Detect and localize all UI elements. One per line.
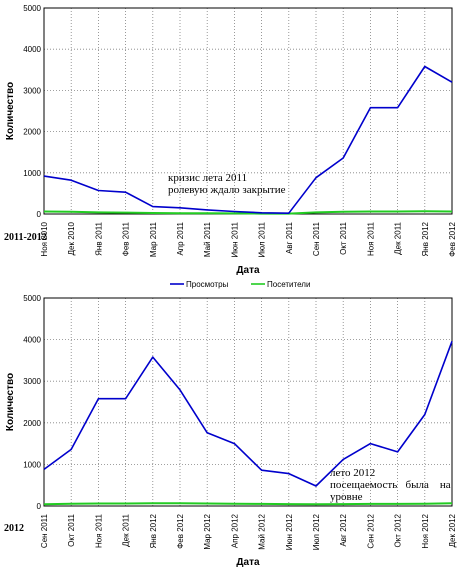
legend-label: Просмотры <box>186 280 229 289</box>
y-tick-label: 1000 <box>23 169 41 178</box>
y-tick-label: 1000 <box>23 460 41 469</box>
x-tick-label: Июл 2012 <box>312 513 321 550</box>
annotation-text: ролевую ждало закрытие <box>168 184 286 196</box>
x-tick-label: Дек 2011 <box>122 513 131 546</box>
x-tick-label: Ноя 2011 <box>94 513 103 548</box>
x-tick-label: Янв 2012 <box>421 221 430 256</box>
x-tick-label: Фев 2012 <box>176 513 185 548</box>
chart-2012: 0 1000 2000 3000 4000 5000 Сен 2011 Окт 2011 Ноя… <box>4 294 457 567</box>
x-tick-label: Дек 2011 <box>394 221 403 254</box>
x-tick-label: Фев 2011 <box>122 221 131 256</box>
x-tick-label: Окт 2012 <box>394 513 403 547</box>
x-tick-label: Ноя 2010 <box>40 221 49 256</box>
x-tick-label: Апр 2012 <box>230 513 239 548</box>
x-tick-label: Май 2012 <box>258 513 267 549</box>
annotation-text: кризис лета 2011 <box>168 172 247 184</box>
y-tick-label: 5000 <box>23 294 41 303</box>
x-tick-label: Ноя 2011 <box>366 221 375 256</box>
x-tick-label: Апр 2011 <box>176 221 185 255</box>
x-tick-label: Авг 2011 <box>285 221 294 253</box>
x-tick-label: Июн 2011 <box>230 221 239 257</box>
x-tick-label: Июл 2011 <box>258 221 267 257</box>
y-tick-label: 0 <box>37 502 42 511</box>
plot-area-frame <box>43 297 453 507</box>
chart-2011-2012: 0 1000 2000 3000 4000 5000 Ноя 2010 Дек 2010 Янв… <box>4 4 457 276</box>
x-tick-label: Мар 2011 <box>149 221 158 257</box>
x-tick-label: Июн 2012 <box>285 513 294 550</box>
x-tick-label: Сен 2011 <box>312 221 321 256</box>
x-tick-label: Дек 2012 <box>448 513 457 547</box>
series-line-visitors <box>43 502 453 506</box>
y-axis-title: Количество <box>5 82 16 140</box>
x-tick-label: Сен 2011 <box>40 513 49 548</box>
x-tick-label: Окт 2011 <box>339 221 348 254</box>
annotation-text: уровне <box>330 491 363 503</box>
annotation-text: посещаемость была на <box>330 479 451 491</box>
x-tick-label: Май 2011 <box>203 221 212 257</box>
y-tick-label: 0 <box>37 210 42 219</box>
period-label: 2011-2012 <box>4 232 47 243</box>
series-line-views <box>43 65 453 214</box>
x-tick-label: Дек 2010 <box>67 221 76 255</box>
series-line-visitors <box>43 210 453 215</box>
y-tick-label: 2000 <box>23 419 41 428</box>
x-tick-label: Окт 2011 <box>67 513 76 546</box>
x-tick-label: Янв 2011 <box>94 221 103 255</box>
x-axis-title: Дата <box>236 557 260 567</box>
x-tick-label: Мар 2012 <box>203 513 212 549</box>
x-axis-title: Дата <box>236 265 260 276</box>
x-tick-label: Янв 2012 <box>149 513 158 548</box>
x-tick-label: Ноя 2012 <box>421 513 430 548</box>
legend-label: Посетители <box>267 280 310 289</box>
y-tick-label: 5000 <box>23 4 41 13</box>
period-label: 2012 <box>4 523 24 534</box>
y-axis-title: Количество <box>5 373 16 431</box>
y-tick-label: 2000 <box>23 128 41 137</box>
series-line-views <box>43 341 453 487</box>
chart-legend: Просмотры Посетители <box>170 280 310 289</box>
annotation-text: лето 2012 <box>330 467 375 479</box>
x-tick-label: Сен 2012 <box>366 513 375 548</box>
y-tick-label: 3000 <box>23 377 41 386</box>
y-tick-label: 3000 <box>23 86 41 95</box>
y-tick-label: 4000 <box>23 45 41 54</box>
y-tick-label: 4000 <box>23 336 41 345</box>
x-tick-label: Фев 2012 <box>448 221 457 256</box>
x-tick-label: Авг 2012 <box>339 513 348 546</box>
